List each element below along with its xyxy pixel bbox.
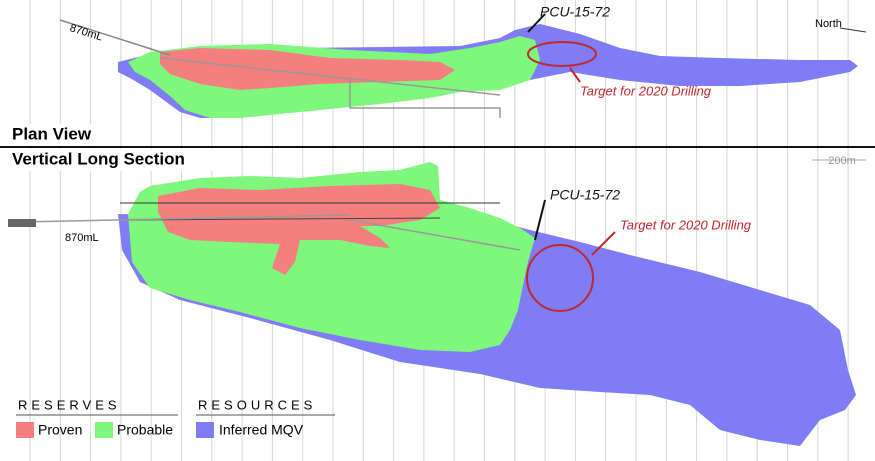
legend-title: RESERVES: [18, 397, 121, 412]
legend-swatch: [16, 422, 34, 438]
drift: [349, 80, 501, 118]
arrow: [527, 13, 546, 33]
north-label: North: [815, 18, 842, 30]
north-arrow: [839, 27, 867, 33]
drift: [59, 19, 171, 56]
target-label: Target for 2020 Drilling: [620, 217, 752, 232]
arrow: [591, 231, 616, 256]
legend-label: Proven: [38, 422, 82, 438]
scale-label: 200m: [828, 155, 856, 167]
level-label: 870mL: [68, 22, 104, 43]
drillhole: [124, 217, 441, 221]
proven-plan: [160, 48, 455, 90]
section-title: Vertical Long Section: [12, 149, 185, 168]
hole-label: PCU-15-72: [540, 4, 610, 20]
legend-label: Probable: [117, 422, 173, 438]
arrow: [534, 199, 546, 241]
legend-title: RESOURCES: [198, 397, 316, 412]
level-label: 870mL: [65, 232, 99, 244]
label-bg: [0, 149, 230, 171]
legend-swatch: [196, 422, 214, 438]
drift: [19, 214, 351, 223]
drift: [159, 57, 501, 96]
hole-label: PCU-15-72: [550, 187, 620, 203]
legend-swatch: [95, 422, 113, 438]
target-circle: [527, 41, 597, 67]
section-title: Plan View: [12, 124, 92, 143]
target-circle: [526, 244, 594, 312]
label-bg: [0, 124, 120, 146]
drift: [349, 219, 521, 251]
legend-label: Inferred MQV: [219, 422, 304, 438]
portal: [8, 219, 36, 227]
target-label: Target for 2020 Drilling: [580, 83, 712, 98]
arrow: [569, 67, 581, 83]
proven-section: [158, 184, 440, 275]
